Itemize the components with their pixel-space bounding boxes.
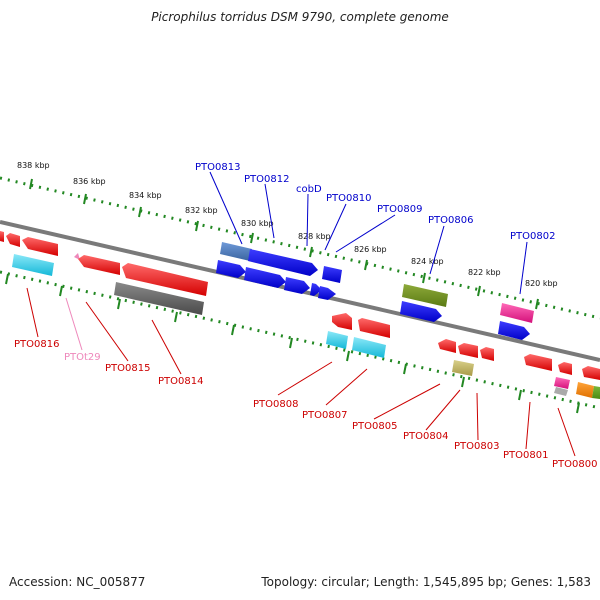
gene-label-pto0816[interactable]: PTO0816 (14, 339, 59, 350)
kbp-label: 826 kbp (354, 245, 387, 254)
gene-label-pto0804[interactable]: PTO0804 (403, 431, 448, 442)
lower-dotted-track (0, 270, 600, 414)
kbp-label: 838 kbp (17, 161, 50, 170)
kbp-label: 830 kbp (241, 219, 274, 228)
gene-label-pto0810[interactable]: PTO0810 (326, 193, 371, 204)
kbp-label: 836 kbp (73, 177, 106, 186)
gene-label-pto0815[interactable]: PTO0815 (105, 363, 150, 374)
gene-label-ptot29[interactable]: PTOt29 (64, 352, 101, 363)
gene-arrows-center (216, 242, 390, 358)
bottom-leader-lines (26, 287, 576, 457)
kbp-label: 828 kbp (298, 232, 331, 241)
gene-arrows-left (0, 231, 208, 315)
top-gene-labels: PTO0813 PTO0812 cobD PTO0810 PTO0809 PTO… (195, 162, 555, 242)
gene-label-pto0813[interactable]: PTO0813 (195, 162, 240, 173)
kbp-label: 834 kbp (129, 191, 162, 200)
top-leader-lines (209, 171, 528, 295)
gene-label-pto0806[interactable]: PTO0806 (428, 215, 473, 226)
gene-label-pto0808[interactable]: PTO0808 (253, 399, 298, 410)
gene-label-pto0802[interactable]: PTO0802 (510, 231, 555, 242)
kbp-label: 824 kbp (411, 257, 444, 266)
gene-label-pto0800[interactable]: PTO0800 (552, 459, 597, 470)
gene-label-cobd[interactable]: cobD (296, 184, 322, 195)
gene-label-pto0814[interactable]: PTO0814 (158, 376, 203, 387)
upper-dotted-track (0, 176, 600, 320)
kbp-ruler-labels: 838 kbp 836 kbp 834 kbp 832 kbp 830 kbp … (17, 161, 558, 288)
bottom-gene-labels: PTO0816 PTOt29 PTO0815 PTO0814 PTO0808 P… (14, 339, 597, 470)
gene-label-pto0809[interactable]: PTO0809 (377, 204, 422, 215)
gene-label-pto0803[interactable]: PTO0803 (454, 441, 499, 452)
accession-text: Accession: NC_005877 (9, 575, 146, 589)
topology-text: Topology: circular; Length: 1,545,895 bp… (261, 575, 591, 589)
gene-label-pto0805[interactable]: PTO0805 (352, 421, 397, 432)
gene-label-pto0812[interactable]: PTO0812 (244, 174, 289, 185)
genome-title: Picrophilus torridus DSM 9790, complete … (151, 10, 449, 24)
rna-leader-line (65, 297, 83, 351)
gene-label-pto0807[interactable]: PTO0807 (302, 410, 347, 421)
gene-label-pto0801[interactable]: PTO0801 (503, 450, 548, 461)
kbp-label: 820 kbp (525, 279, 558, 288)
kbp-label: 822 kbp (468, 268, 501, 277)
gene-arrows-right (400, 284, 600, 399)
kbp-label: 832 kbp (185, 206, 218, 215)
